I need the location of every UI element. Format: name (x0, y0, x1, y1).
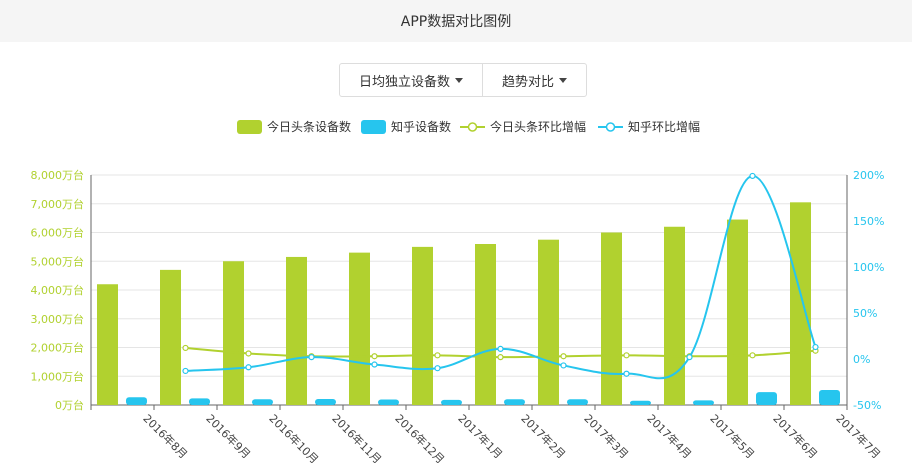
mode-dropdown[interactable]: 趋势对比 (482, 64, 586, 96)
toutiao-growth-point (434, 352, 441, 359)
chevron-down-icon (559, 77, 568, 83)
mode-dropdown-label: 趋势对比 (502, 74, 555, 90)
legend-label: 今日头条环比增幅 (490, 119, 586, 134)
bar-zhihu-devices (378, 399, 399, 405)
x-tick-label: 2016年12月 (392, 411, 447, 466)
zhihu-growth-point (812, 343, 819, 351)
bar-zhihu-devices (189, 398, 210, 405)
zhihu-growth-point (686, 354, 693, 361)
bar-toutiao-devices (223, 261, 244, 405)
bar-zhihu-devices (315, 398, 336, 405)
toutiao-growth-point (560, 353, 567, 360)
toutiao-growth-point (749, 352, 756, 359)
zhihu-growth-point (308, 354, 315, 361)
bar-toutiao-devices (286, 256, 307, 405)
bar-zhihu-devices (819, 390, 840, 405)
legend-label: 知乎环比增幅 (628, 119, 700, 134)
x-tick-label: 2016年9月 (203, 411, 253, 461)
y-left-tick-label: 4,000万台 (31, 283, 85, 297)
x-tick-label: 2017年7月 (833, 411, 883, 461)
legend-label: 今日头条设备数 (267, 119, 351, 134)
x-tick-label: 2017年4月 (644, 411, 694, 461)
bar-zhihu-devices (630, 400, 651, 405)
bar-toutiao-devices (475, 244, 496, 405)
y-right-tick-label: 100% (853, 261, 884, 274)
bar-zhihu-devices (504, 399, 525, 405)
legend-label: 知乎设备数 (391, 119, 451, 134)
legend-swatch-point (605, 122, 616, 132)
legend-swatch (361, 120, 386, 134)
y-left-tick-label: 8,000万台 (31, 168, 85, 182)
chevron-down-icon (455, 77, 464, 83)
zhihu-growth-point (560, 362, 567, 369)
metric-dropdown[interactable]: 日均独立设备数 (340, 64, 482, 96)
x-tick-label: 2016年8月 (140, 411, 190, 461)
bar-zhihu-devices (756, 392, 777, 405)
y-right-tick-label: 0% (853, 353, 870, 366)
zhihu-growth-point (749, 172, 756, 180)
zhihu-growth-point (371, 361, 378, 368)
x-tick-label: 2017年5月 (707, 411, 757, 461)
x-tick-label: 2017年3月 (581, 411, 631, 461)
toutiao-growth-point (497, 354, 504, 361)
bar-zhihu-devices (126, 397, 147, 405)
toutiao-growth-point (182, 344, 189, 352)
zhihu-growth-point (623, 370, 630, 377)
zhihu-growth-point (182, 367, 189, 375)
chart-controls: 日均独立设备数 趋势对比 (339, 63, 588, 97)
bar-toutiao-devices (790, 202, 811, 405)
y-left-tick-label: 1,000万台 (31, 369, 85, 383)
toutiao-growth-point (623, 352, 630, 359)
y-right-tick-label: 150% (853, 215, 884, 228)
bar-zhihu-devices (252, 399, 273, 405)
bar-toutiao-devices (349, 252, 370, 405)
bar-toutiao-devices (97, 284, 118, 405)
x-tick-label: 2016年11月 (329, 411, 384, 466)
y-left-tick-label: 5,000万台 (31, 254, 85, 268)
metric-dropdown-label: 日均独立设备数 (359, 74, 451, 90)
bar-toutiao-devices (664, 226, 685, 405)
y-right-tick-label: 50% (853, 307, 877, 320)
bar-toutiao-devices (538, 239, 559, 405)
legend-swatch-point (467, 122, 478, 132)
zhihu-growth-point (434, 365, 441, 372)
y-left-tick-label: 7,000万台 (31, 197, 85, 211)
legend-swatch (237, 120, 262, 134)
page-title-bar: APP数据对比图例 (0, 0, 912, 42)
zhihu-growth-point (245, 364, 252, 371)
toutiao-growth-point (371, 353, 378, 360)
x-tick-label: 2017年1月 (455, 411, 505, 461)
bar-toutiao-devices (160, 269, 181, 405)
bar-zhihu-devices (567, 399, 588, 405)
toutiao-growth-point (245, 350, 252, 357)
bar-toutiao-devices (727, 219, 748, 405)
bar-zhihu-devices (441, 399, 462, 405)
x-tick-label: 2017年2月 (518, 411, 568, 461)
y-left-tick-label: 0万台 (55, 398, 84, 412)
y-left-tick-label: 3,000万台 (31, 312, 85, 326)
y-right-tick-label: 200% (853, 169, 884, 182)
y-right-tick-label: -50% (853, 399, 881, 412)
bar-toutiao-devices (412, 246, 433, 405)
bar-zhihu-devices (693, 400, 714, 405)
y-left-tick-label: 6,000万台 (31, 226, 85, 240)
x-tick-label: 2017年6月 (770, 411, 820, 461)
y-left-tick-label: 2,000万台 (31, 341, 85, 355)
zhihu-growth-point (497, 345, 504, 352)
page-title: APP数据对比图例 (400, 14, 512, 30)
bar-toutiao-devices (601, 232, 622, 405)
x-tick-label: 2016年10月 (266, 411, 321, 466)
